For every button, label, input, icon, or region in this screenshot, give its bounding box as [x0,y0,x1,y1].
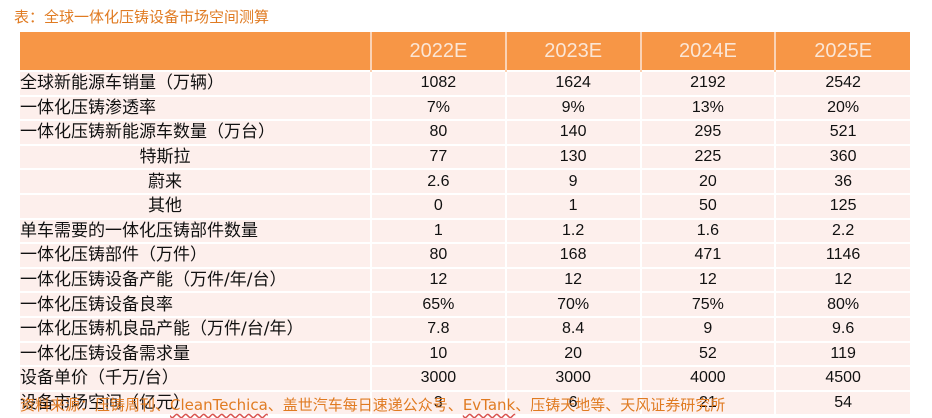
cell-value: 80 [370,119,506,145]
source-suffix: 、压铸天地等、天风证券研究所 [515,396,726,414]
cell-value: 77 [370,143,506,170]
table-row: 一体化压铸设备良率 65% 70% 75% 80% [20,291,910,317]
row-label: 全球新能源车销量（万辆） [20,70,371,96]
table-row: 设备市场空间（亿元） 3 6 21 54 [20,389,910,415]
cell-value: 80 [370,242,506,268]
table-row: 一体化压铸部件（万件） 80 168 471 1146 [20,242,910,268]
cell-value: 225 [639,143,776,170]
cell-value: 54 [774,389,910,415]
header-corner [20,32,371,71]
row-label: 蔚来 [20,168,371,194]
cell-value: 1146 [774,242,910,268]
cell-value: 75% [639,291,776,317]
cell-value: 295 [639,119,776,145]
row-label: 设备单价（千万/台） [20,365,371,391]
cell-value: 0 [370,192,506,219]
header-row: 2022E 2023E 2024E 2025E [20,32,910,71]
header-year-2025: 2025E [774,32,910,71]
table-row: 设备单价（千万/台） 3000 3000 4000 4500 [20,365,910,391]
cell-value: 20 [504,340,641,367]
cell-value: 10 [370,340,506,367]
header-year-2023: 2023E [504,32,641,71]
row-label: 设备市场空间（亿元） [20,389,371,415]
cell-value: 521 [774,119,910,145]
cell-value: 12 [504,266,641,293]
cell-value: 9.6 [774,315,910,342]
header-year-2022: 2022E [370,32,506,71]
source-prefix: 资料来源：压铸周刊、 [20,396,171,414]
cell-value: 140 [504,119,641,145]
source-note: 资料来源：压铸周刊、CleanTechica、盖世汽车每日速递公众号、EvTan… [20,394,725,415]
source-middle: 、盖世汽车每日速递公众号、 [267,396,463,414]
row-label: 一体化压铸设备产能（万件/年/台） [20,266,371,293]
cell-value: 50 [639,192,776,219]
table-row: 其他 0 1 50 125 [20,192,910,219]
cell-value: 3000 [504,365,641,391]
cell-value: 4000 [639,365,776,391]
cell-value: 65% [370,291,506,317]
cell-value: 20 [639,168,776,194]
cell-value: 2.2 [774,217,910,244]
table-row: 特斯拉 77 130 225 360 [20,143,910,170]
cell-value: 360 [774,143,910,170]
header-year-2024: 2024E [639,32,776,71]
source-link-cleantechica: CleanTechica [170,396,268,414]
table-row: 单车需要的一体化压铸部件数量 1 1.2 1.6 2.2 [20,217,910,244]
row-label: 一体化压铸渗透率 [20,94,371,121]
cell-value: 1082 [370,70,506,96]
table-row: 一体化压铸渗透率 7% 9% 13% 20% [20,94,910,121]
table-row: 全球新能源车销量（万辆） 1082 1624 2192 2542 [20,70,910,96]
market-estimate-table: 2022E 2023E 2024E 2025E 全球新能源车销量（万辆） 1082… [20,32,910,415]
cell-value: 80% [774,291,910,317]
row-label: 其他 [20,192,371,219]
cell-value: 13% [639,94,776,121]
source-link-evtank: EvTank [462,396,516,414]
cell-value: 8.4 [504,315,641,342]
cell-value: 471 [639,242,776,268]
cell-value: 1.2 [504,217,641,244]
cell-value: 119 [774,340,910,367]
cell-value: 9% [504,94,641,121]
cell-value: 4500 [774,365,910,391]
cell-value: 20% [774,94,910,121]
cell-value: 12 [774,266,910,293]
row-label: 单车需要的一体化压铸部件数量 [20,217,371,244]
cell-value: 12 [370,266,506,293]
table-title: 表：全球一体化压铸设备市场空间测算 [14,8,270,26]
table-row: 蔚来 2.6 9 20 36 [20,168,910,194]
cell-value: 21 [639,389,776,415]
cell-value: 1 [370,217,506,244]
cell-value: 2192 [639,70,776,96]
cell-value: 7% [370,94,506,121]
table-row: 一体化压铸设备需求量 10 20 52 119 [20,340,910,367]
cell-value: 52 [639,340,776,367]
cell-value: 70% [504,291,641,317]
cell-value: 1.6 [639,217,776,244]
table-row: 一体化压铸设备产能（万件/年/台） 12 12 12 12 [20,266,910,293]
cell-value: 9 [639,315,776,342]
row-label: 一体化压铸设备良率 [20,291,371,317]
row-label: 特斯拉 [20,143,371,170]
cell-value: 168 [504,242,641,268]
cell-value: 1624 [504,70,641,96]
cell-value: 9 [504,168,641,194]
cell-value: 2542 [774,70,910,96]
row-label: 一体化压铸部件（万件） [20,242,371,268]
cell-value: 3 [370,389,506,415]
cell-value: 3000 [370,365,506,391]
row-label: 一体化压铸新能源车数量（万台） [20,119,371,145]
cell-value: 2.6 [370,168,506,194]
row-label: 一体化压铸设备需求量 [20,340,371,367]
cell-value: 1 [504,192,641,219]
table-row: 一体化压铸机良品产能（万件/台/年） 7.8 8.4 9 9.6 [20,315,910,342]
cell-value: 7.8 [370,315,506,342]
cell-value: 130 [504,143,641,170]
row-label: 一体化压铸机良品产能（万件/台/年） [20,315,371,342]
cell-value: 6 [504,389,641,415]
cell-value: 12 [639,266,776,293]
cell-value: 125 [774,192,910,219]
cell-value: 36 [774,168,910,194]
table-row: 一体化压铸新能源车数量（万台） 80 140 295 521 [20,119,910,145]
